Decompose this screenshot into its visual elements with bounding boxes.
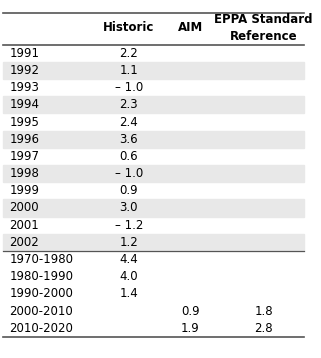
Text: 0.9: 0.9 xyxy=(181,305,199,318)
Text: 4.4: 4.4 xyxy=(119,253,138,266)
Text: 1991: 1991 xyxy=(9,47,39,60)
Text: 2010-2020: 2010-2020 xyxy=(9,322,73,335)
Text: – 1.0: – 1.0 xyxy=(115,81,143,94)
Text: 2.8: 2.8 xyxy=(254,322,273,335)
Bar xyxy=(3,62,304,79)
Bar xyxy=(3,96,304,113)
Text: 0.6: 0.6 xyxy=(119,150,138,163)
Text: EPPA Standard: EPPA Standard xyxy=(214,13,313,26)
Text: – 1.2: – 1.2 xyxy=(115,219,143,232)
Text: 2001: 2001 xyxy=(9,219,39,232)
Bar xyxy=(3,234,304,251)
Text: 1.9: 1.9 xyxy=(181,322,199,335)
Text: 1999: 1999 xyxy=(9,184,39,197)
Text: 2.3: 2.3 xyxy=(119,98,138,111)
Text: 1.1: 1.1 xyxy=(119,64,138,77)
Text: 2002: 2002 xyxy=(9,236,39,249)
Text: 2.4: 2.4 xyxy=(119,116,138,129)
Text: 2000-2010: 2000-2010 xyxy=(9,305,73,318)
Text: 1.2: 1.2 xyxy=(119,236,138,249)
Bar xyxy=(3,165,304,182)
Text: 1.8: 1.8 xyxy=(254,305,273,318)
Text: 2.2: 2.2 xyxy=(119,47,138,60)
Text: 1994: 1994 xyxy=(9,98,39,111)
Text: 3.0: 3.0 xyxy=(119,202,138,214)
Text: 3.6: 3.6 xyxy=(119,133,138,146)
Text: 0.9: 0.9 xyxy=(119,184,138,197)
Text: 2000: 2000 xyxy=(9,202,39,214)
Text: AIM: AIM xyxy=(178,21,203,34)
Text: – 1.0: – 1.0 xyxy=(115,167,143,180)
Text: 1.4: 1.4 xyxy=(119,287,138,300)
Text: Reference: Reference xyxy=(230,30,298,43)
Text: 1992: 1992 xyxy=(9,64,39,77)
Text: 1998: 1998 xyxy=(9,167,39,180)
Bar xyxy=(3,199,304,217)
Text: 1993: 1993 xyxy=(9,81,39,94)
Text: 4.0: 4.0 xyxy=(119,270,138,283)
Text: Historic: Historic xyxy=(103,21,154,34)
Bar xyxy=(3,131,304,148)
Text: 1980-1990: 1980-1990 xyxy=(9,270,73,283)
Text: 1997: 1997 xyxy=(9,150,39,163)
Text: 1996: 1996 xyxy=(9,133,39,146)
Text: 1995: 1995 xyxy=(9,116,39,129)
Text: 1970-1980: 1970-1980 xyxy=(9,253,73,266)
Text: 1990-2000: 1990-2000 xyxy=(9,287,73,300)
